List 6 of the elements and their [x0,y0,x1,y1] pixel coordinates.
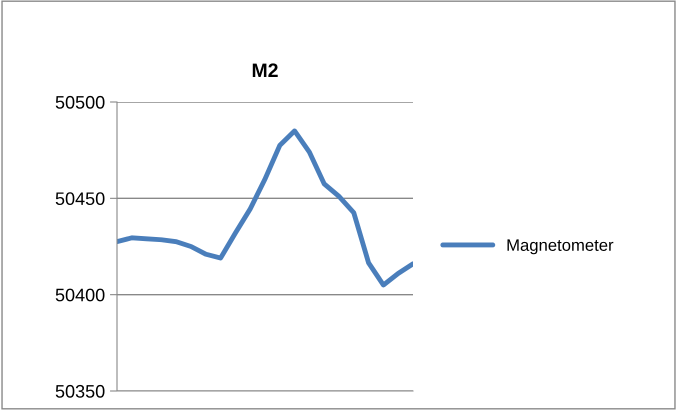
legend-label: Magnetometer [508,239,614,254]
y-tick-label: 50400 [56,288,104,302]
y-tick-label: 50350 [56,384,104,398]
y-tick-label: 50450 [56,192,104,206]
chart-title: M2 [252,63,278,77]
y-tick-label: 50500 [56,96,104,109]
